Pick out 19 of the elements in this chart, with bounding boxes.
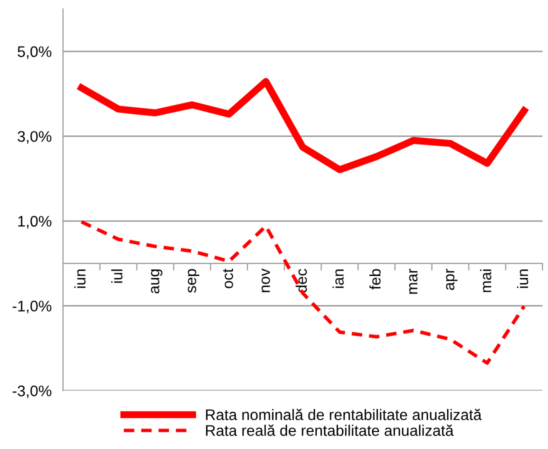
x-tick-label: apr [446,268,458,290]
x-tick-label: ian [332,269,344,288]
x-tick-label: iun [74,269,86,288]
legend-label: Rata reală de rentabilitate anualizată [206,424,454,436]
x-tick-label: mai [480,270,492,292]
x-tick-label: iun [516,269,528,288]
legend-label: Rata nominală de rentabilitate anualizată [206,408,482,420]
y-tick-label: 5,0% [18,46,52,59]
y-tick-label: 3,0% [18,131,52,144]
x-tick-label: nov [262,268,270,292]
y-tick-label: 1,0% [18,216,52,228]
x-tick-label: mar [409,268,418,294]
x-tick-label: oct [223,268,234,288]
y-tick-label: -1,0% [12,300,52,314]
x-tick-label: sep [188,269,200,293]
y-tick-label: -3,0% [12,386,52,398]
x-tick-label: feb [369,269,381,290]
x-tick-label: iul [111,270,122,283]
x-tick-label: aug [150,269,162,294]
